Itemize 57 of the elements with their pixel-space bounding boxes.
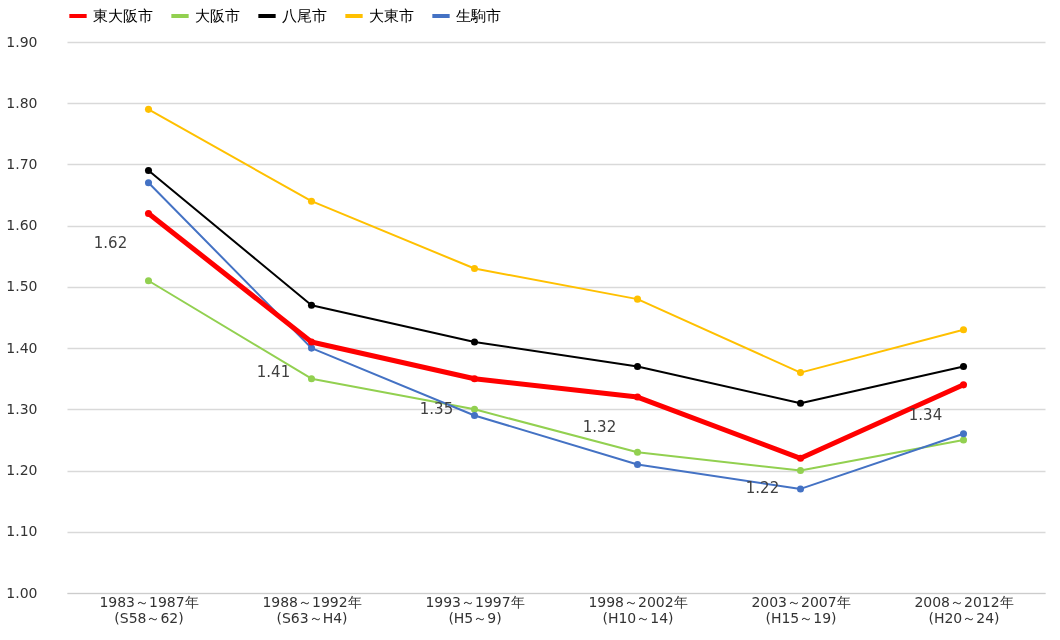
data-label: 1.35 xyxy=(419,399,454,418)
data-label: 1.41 xyxy=(256,362,291,381)
point xyxy=(470,375,479,383)
y-tick-label: 1.90 xyxy=(6,33,38,50)
x-tick-label: 1988～1992年 (S63～H4) xyxy=(262,593,362,626)
data-label: 1.32 xyxy=(582,418,617,437)
y-tick-label: 1.50 xyxy=(6,278,38,295)
legend-label: 八尾市 xyxy=(282,7,327,25)
point xyxy=(307,344,316,352)
legend-label: 生駒市 xyxy=(456,7,501,25)
x-tick-label: 1998～2002年 (H10～14) xyxy=(588,593,688,626)
y-tick-label: 1.60 xyxy=(6,217,38,234)
x-tick-label: 2003～2007年 (H15～19) xyxy=(751,593,851,626)
point xyxy=(796,399,805,407)
point xyxy=(959,381,968,389)
point xyxy=(796,454,805,462)
data-label: 1.34 xyxy=(908,405,943,424)
point xyxy=(470,264,479,273)
data-label: 1.62 xyxy=(93,234,128,253)
point xyxy=(307,375,316,383)
y-tick-label: 1.30 xyxy=(6,400,38,417)
legend-label: 大東市 xyxy=(369,7,414,25)
legend-label: 東大阪市 xyxy=(93,7,153,25)
data-label: 1.22 xyxy=(745,479,780,498)
x-tick-label: 1993～1997年 (H5～9) xyxy=(425,593,525,626)
point xyxy=(959,362,968,371)
point xyxy=(633,295,642,303)
y-tick-label: 1.10 xyxy=(6,523,38,540)
y-tick-label: 1.40 xyxy=(6,339,38,356)
point xyxy=(470,405,479,413)
point xyxy=(144,277,153,285)
point xyxy=(307,338,316,346)
point xyxy=(796,485,805,493)
point xyxy=(959,326,968,334)
point xyxy=(307,301,316,309)
point xyxy=(144,209,153,217)
y-tick-label: 1.80 xyxy=(6,94,38,111)
point xyxy=(470,411,479,419)
point xyxy=(633,362,642,371)
point xyxy=(959,430,968,438)
point xyxy=(470,338,479,346)
x-tick-label: 2008～2012年 (H20～24) xyxy=(914,593,1014,626)
point xyxy=(633,460,642,468)
point xyxy=(307,197,316,205)
point xyxy=(633,448,642,456)
point xyxy=(633,393,642,401)
y-tick-label: 1.00 xyxy=(6,584,38,601)
x-tick-label: 1983～1987年 (S58～62) xyxy=(99,593,199,626)
point xyxy=(796,467,805,475)
legend-label: 大阪市 xyxy=(195,7,240,25)
y-tick-label: 1.20 xyxy=(6,462,38,479)
point xyxy=(144,105,153,113)
point xyxy=(144,167,153,175)
y-tick-label: 1.70 xyxy=(6,155,38,172)
point xyxy=(144,179,153,187)
point xyxy=(959,436,968,444)
point xyxy=(796,369,805,377)
